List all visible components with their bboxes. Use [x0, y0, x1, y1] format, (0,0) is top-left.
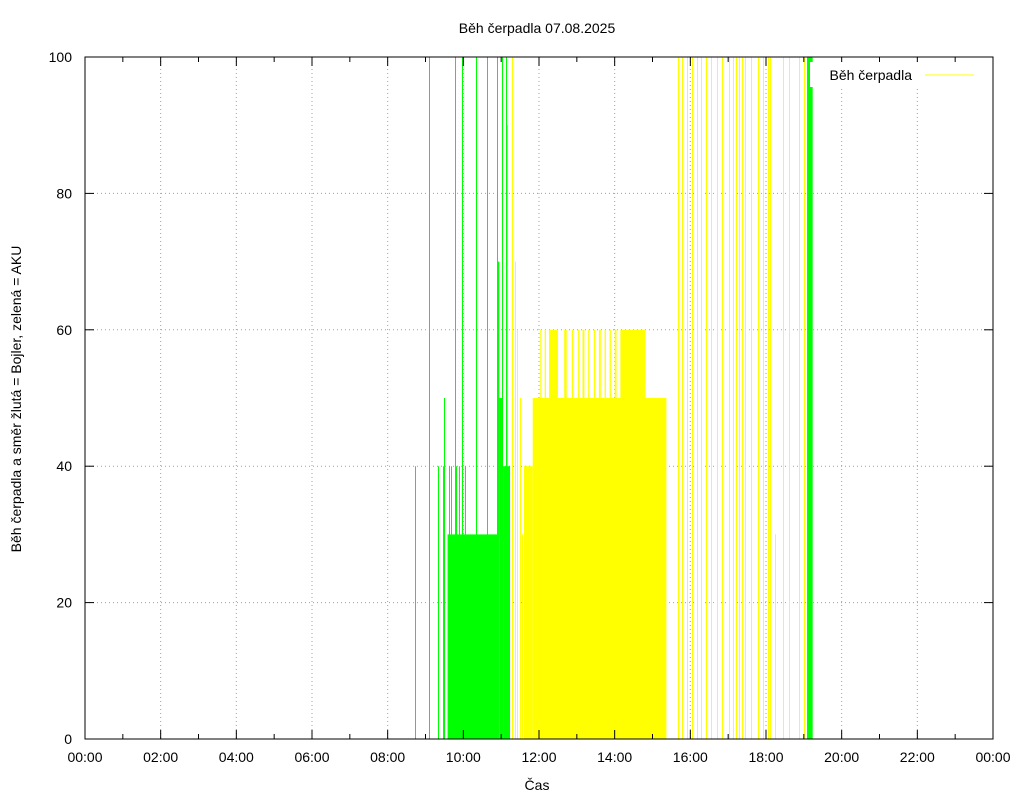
chart-title: Běh čerpadla 07.08.2025: [459, 20, 616, 36]
series-1: [512, 57, 805, 739]
plot-area: [415, 57, 813, 739]
data-block: [498, 261, 500, 739]
x-tick-label: 00:00: [67, 749, 102, 765]
x-tick-label: 18:00: [748, 749, 783, 765]
legend-label: Běh čerpadla: [829, 67, 912, 83]
data-block: [588, 329, 590, 739]
axes: 00:00 02:00 04:00 06:00 08:00 10:00 12:00 14:00…: [49, 49, 1011, 765]
data-block: [524, 466, 533, 739]
x-tick-label: 04:00: [219, 749, 254, 765]
data-block: [503, 466, 507, 739]
x-tick-label: 08:00: [370, 749, 405, 765]
data-block: [614, 329, 617, 739]
x-tick-label: 16:00: [673, 749, 708, 765]
y-tick-label: 80: [56, 185, 72, 201]
data-block: [564, 329, 567, 739]
data-block: [582, 329, 585, 739]
x-tick-label: 06:00: [294, 749, 329, 765]
data-block: [578, 329, 580, 739]
x-tick-label: 22:00: [900, 749, 935, 765]
y-tick-label: 0: [64, 731, 72, 747]
x-tick-label: 00:00: [975, 749, 1010, 765]
data-block: [499, 398, 504, 739]
data-block: [571, 329, 574, 739]
data-block: [540, 329, 542, 739]
data-block: [544, 329, 546, 739]
x-tick-label: 14:00: [597, 749, 632, 765]
x-tick-label: 20:00: [824, 749, 859, 765]
data-block: [549, 329, 558, 739]
y-axis-label: Běh čerpadla a směr žlutá = Bojler, zele…: [8, 246, 24, 553]
series-0: [415, 57, 813, 739]
data-block: [598, 329, 601, 739]
x-tick-label: 12:00: [521, 749, 556, 765]
x-axis-label: Čas: [525, 777, 550, 793]
x-tick-label: 02:00: [143, 749, 178, 765]
data-block: [593, 329, 596, 739]
data-block: [507, 466, 510, 739]
y-tick-label: 40: [56, 458, 72, 474]
y-tick-label: 20: [56, 595, 72, 611]
legend: Běh čerpadla: [810, 62, 986, 87]
y-tick-label: 100: [49, 49, 73, 65]
data-block: [609, 329, 611, 739]
data-block: [620, 329, 646, 739]
data-block: [604, 329, 606, 739]
x-tick-label: 10:00: [446, 749, 481, 765]
y-tick-label: 60: [56, 322, 72, 338]
